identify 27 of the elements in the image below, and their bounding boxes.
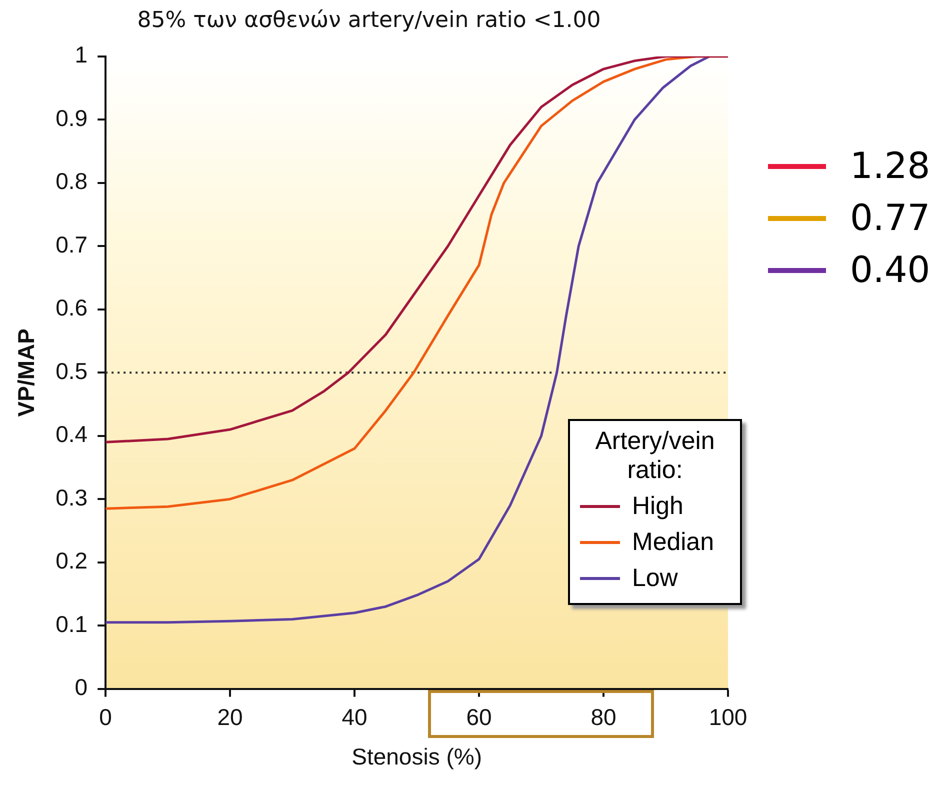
y-tick-label: 1 <box>74 42 88 68</box>
y-tick-label: 0.8 <box>56 168 88 194</box>
y-tick-label: 0.6 <box>56 294 88 321</box>
legend-title: Artery/vein ratio: <box>594 426 716 485</box>
y-tick-label: 0 <box>74 674 88 700</box>
text: 0.40 <box>850 250 930 290</box>
x-axis-title: Stenosis (%) <box>352 744 482 770</box>
y-tick-label: 0.2 <box>56 548 88 574</box>
y-tick-label: 0.9 <box>56 104 88 131</box>
text: 0.77 <box>850 198 930 238</box>
legend-label: High <box>632 492 684 522</box>
legend-label: Low <box>632 564 678 594</box>
y-axis-title: VP/MAP <box>13 328 40 417</box>
x-tick-label: 100 <box>708 704 748 730</box>
x-tick-label: 60 <box>466 704 492 730</box>
x-tick-label: 40 <box>342 704 368 730</box>
y-tick-label: 0.7 <box>56 231 88 258</box>
legend-label: Median <box>632 528 714 558</box>
y-tick-label: 0.1 <box>56 610 88 637</box>
chart-title: 85% των ασθενών artery/vein ratio <1.00 <box>137 8 601 33</box>
x-tick-label: 20 <box>217 704 243 730</box>
x-tick-label: 80 <box>590 704 616 730</box>
text: 1.28 <box>850 146 930 186</box>
y-tick-label: 0.4 <box>56 421 88 448</box>
y-tick-label: 0.5 <box>56 358 88 384</box>
x-tick-label: 0 <box>99 704 112 730</box>
y-tick-label: 0.3 <box>56 484 88 510</box>
